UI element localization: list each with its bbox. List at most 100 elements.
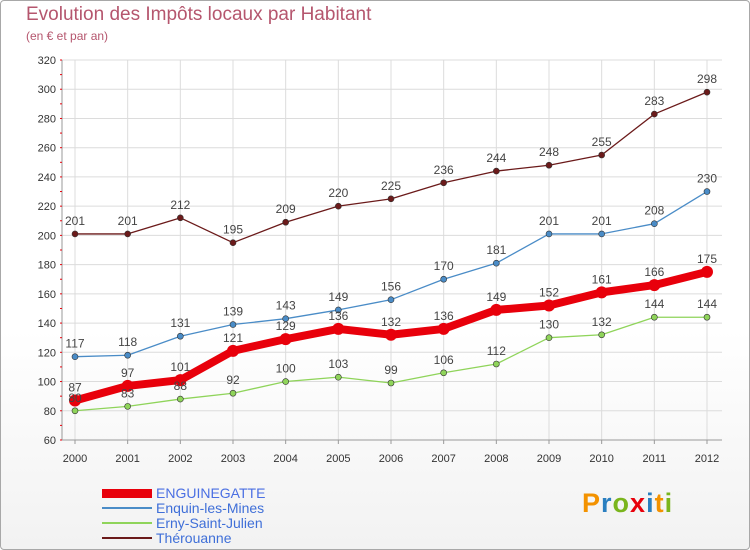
x-tick-label: 2011: [643, 453, 667, 465]
legend-label: Erny-Saint-Julien: [156, 515, 263, 531]
data-label: 208: [644, 204, 664, 218]
data-point: [648, 279, 661, 292]
data-point: [177, 332, 184, 340]
data-point: [227, 344, 239, 357]
y-tick-label: 80: [44, 406, 56, 418]
data-point: [545, 161, 553, 169]
data-label: 149: [328, 290, 348, 304]
logo-letter: i: [646, 488, 655, 518]
data-label: 83: [121, 386, 135, 400]
data-point: [440, 275, 447, 283]
data-label: 201: [539, 214, 559, 228]
data-label: 118: [118, 335, 137, 349]
data-label: 236: [434, 163, 454, 177]
data-point: [177, 395, 184, 403]
legend-item: Thérouanne: [102, 530, 232, 546]
x-tick-label: 2005: [326, 453, 350, 465]
legend-label: Enquin-les-Mines: [156, 500, 265, 516]
data-point: [440, 369, 447, 377]
legend-swatch: [102, 507, 152, 509]
logo-letter: r: [601, 488, 613, 518]
legend-label: ENGUINEGATTE: [156, 485, 266, 501]
data-point: [174, 374, 187, 387]
data-label: 201: [592, 214, 612, 228]
data-label: 139: [223, 305, 243, 319]
data-label: 244: [486, 151, 506, 165]
chart-title: Evolution des Impôts locaux par Habitant: [26, 4, 372, 25]
data-label: 230: [697, 172, 717, 186]
data-point: [387, 195, 395, 203]
data-label: 121: [223, 331, 243, 345]
data-label: 80: [68, 391, 82, 405]
legend-swatch: [102, 522, 152, 524]
data-point: [282, 378, 289, 385]
y-tick-label: 120: [38, 347, 56, 359]
data-label: 152: [539, 286, 559, 300]
data-label: 88: [174, 379, 188, 393]
y-tick-label: 200: [38, 230, 56, 242]
data-label: 156: [381, 280, 401, 294]
y-tick-label: 100: [38, 377, 56, 389]
data-point: [229, 239, 237, 246]
data-label: 255: [592, 135, 612, 149]
data-point: [229, 389, 237, 397]
data-label: 161: [592, 272, 612, 286]
y-tick-label: 320: [38, 55, 56, 67]
y-tick-label: 240: [38, 172, 56, 184]
data-point: [71, 353, 79, 360]
data-point: [493, 360, 500, 368]
data-point: [440, 179, 447, 187]
y-tick-label: 220: [38, 201, 56, 213]
logo-letter: t: [654, 488, 665, 518]
data-point: [332, 322, 345, 335]
data-point: [651, 110, 658, 118]
data-label: 201: [65, 214, 85, 228]
y-tick-label: 180: [38, 260, 56, 272]
x-tick-label: 2001: [115, 453, 139, 465]
logo-letter: i: [664, 488, 674, 518]
data-label: 103: [328, 357, 348, 371]
data-label: 100: [276, 362, 296, 376]
x-tick-label: 2003: [221, 453, 245, 465]
data-point: [545, 230, 553, 238]
logo-letter: P: [582, 488, 602, 518]
logo-letter: o: [612, 488, 631, 518]
data-label: 99: [384, 363, 398, 377]
data-point: [703, 188, 711, 195]
x-tick-label: 2010: [589, 453, 613, 465]
data-point: [543, 299, 555, 312]
data-point: [69, 394, 81, 407]
data-point: [437, 322, 450, 335]
chart-subtitle: (en € et par an): [26, 29, 109, 43]
data-label: 283: [644, 94, 664, 108]
x-tick-label: 2007: [431, 453, 455, 465]
data-label: 130: [539, 318, 559, 332]
legend-label: Thérouanne: [156, 530, 232, 546]
x-tick-label: 2002: [168, 453, 192, 465]
y-tick-label: 300: [38, 84, 56, 96]
legend-item: Enquin-les-Mines: [102, 500, 264, 516]
data-label: 201: [118, 214, 138, 228]
data-label: 136: [328, 309, 348, 323]
y-tick-label: 140: [38, 318, 56, 330]
data-point: [124, 403, 131, 410]
data-point: [71, 230, 79, 238]
x-tick-label: 2006: [379, 453, 403, 465]
data-point: [335, 373, 342, 381]
data-label: 298: [697, 72, 717, 86]
data-point: [71, 407, 79, 415]
y-tick-label: 260: [38, 143, 56, 155]
data-point: [121, 379, 134, 392]
y-tick-label: 160: [38, 289, 56, 301]
data-label: 132: [592, 315, 612, 329]
data-label: 117: [65, 337, 84, 351]
data-label: 220: [328, 186, 348, 200]
legend-item: Erny-Saint-Julien: [102, 515, 263, 531]
data-point: [701, 265, 713, 278]
data-point: [490, 303, 503, 316]
data-label: 248: [539, 145, 559, 159]
data-label: 92: [226, 373, 240, 387]
data-point: [387, 379, 395, 387]
data-point: [493, 167, 500, 175]
data-label: 131: [170, 316, 190, 330]
